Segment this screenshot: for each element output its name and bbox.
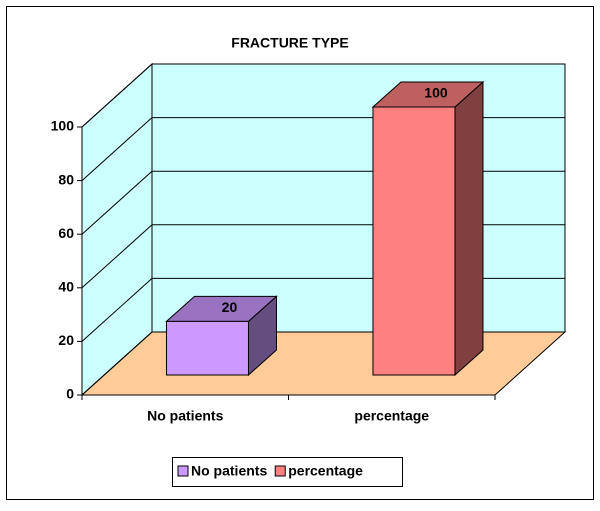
legend: No patients percentage xyxy=(172,457,403,487)
grid-line xyxy=(81,331,153,396)
grid-line xyxy=(81,170,153,235)
y-tick-label: 40 xyxy=(58,279,74,295)
legend-swatch xyxy=(177,465,189,477)
chart-title: FRACTURE TYPE xyxy=(231,35,348,51)
grid-line xyxy=(81,63,153,128)
bar-front xyxy=(165,320,249,376)
bar-side xyxy=(454,80,484,377)
value-label: 20 xyxy=(222,299,238,315)
legend-label: No patients xyxy=(191,463,267,479)
y-tick-label: 0 xyxy=(66,386,74,402)
y-tick-label: 60 xyxy=(58,225,74,241)
back-wall xyxy=(151,63,566,333)
bar-front xyxy=(372,106,456,376)
value-label: 100 xyxy=(424,85,448,101)
grid-line xyxy=(81,117,153,181)
y-tick-label: 80 xyxy=(58,171,74,187)
legend-box xyxy=(172,457,403,487)
bar xyxy=(371,80,485,377)
bar xyxy=(165,295,278,377)
grid-line xyxy=(81,224,153,289)
y-tick-label: 100 xyxy=(51,118,75,134)
x-tick-label: percentage xyxy=(354,408,429,424)
legend-label: percentage xyxy=(288,463,363,479)
legend-swatch xyxy=(274,465,286,477)
grid-line xyxy=(81,278,153,342)
y-tick-label: 20 xyxy=(58,332,74,348)
x-tick-label: No patients xyxy=(147,408,223,424)
floor xyxy=(80,331,567,396)
